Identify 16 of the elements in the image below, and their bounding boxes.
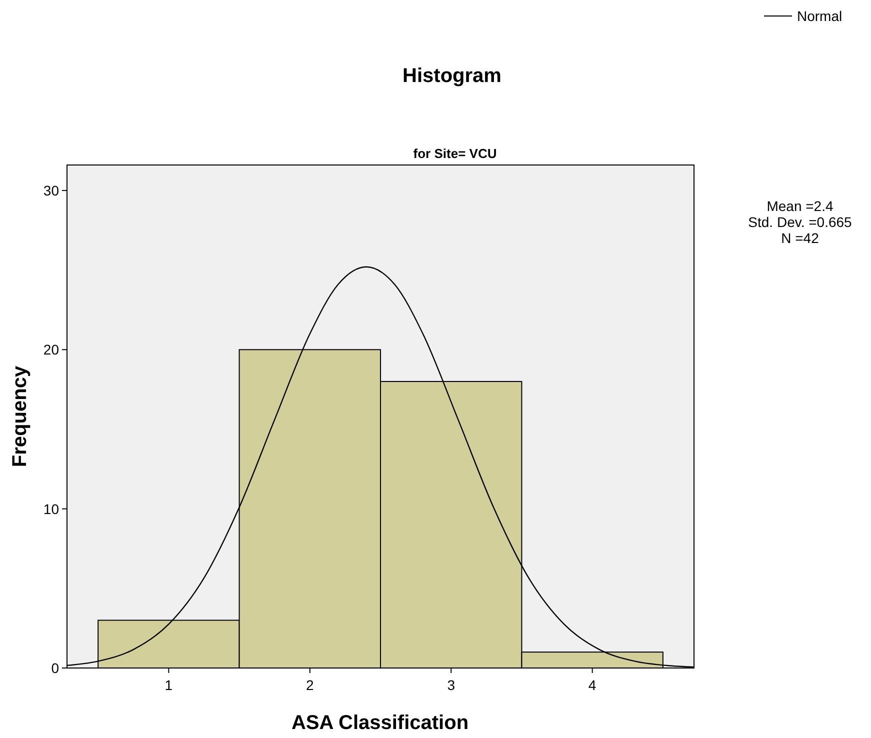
text: Mean =2.4: [766, 198, 834, 214]
x-tick-label: 4: [588, 677, 596, 693]
x-axis-title: ASA Classification: [291, 712, 469, 734]
chart-title: Histogram: [402, 65, 502, 87]
y-tick-label: 30: [43, 182, 60, 198]
y-tick-label: 10: [43, 500, 60, 517]
legend-label: Normal: [797, 8, 842, 24]
y-tick-label: 20: [43, 342, 60, 358]
x-tick-label: 3: [447, 677, 456, 693]
text: Std. Dev. =0.665: [748, 214, 852, 230]
text: N =42: [781, 230, 820, 246]
x-tick-label: 2: [306, 677, 314, 693]
x-tick-label: 1: [164, 677, 173, 693]
y-tick-label: 0: [51, 660, 60, 676]
y-axis-title: Frequency: [9, 365, 31, 468]
chart-subtitle: for Site= VCU: [413, 146, 497, 161]
